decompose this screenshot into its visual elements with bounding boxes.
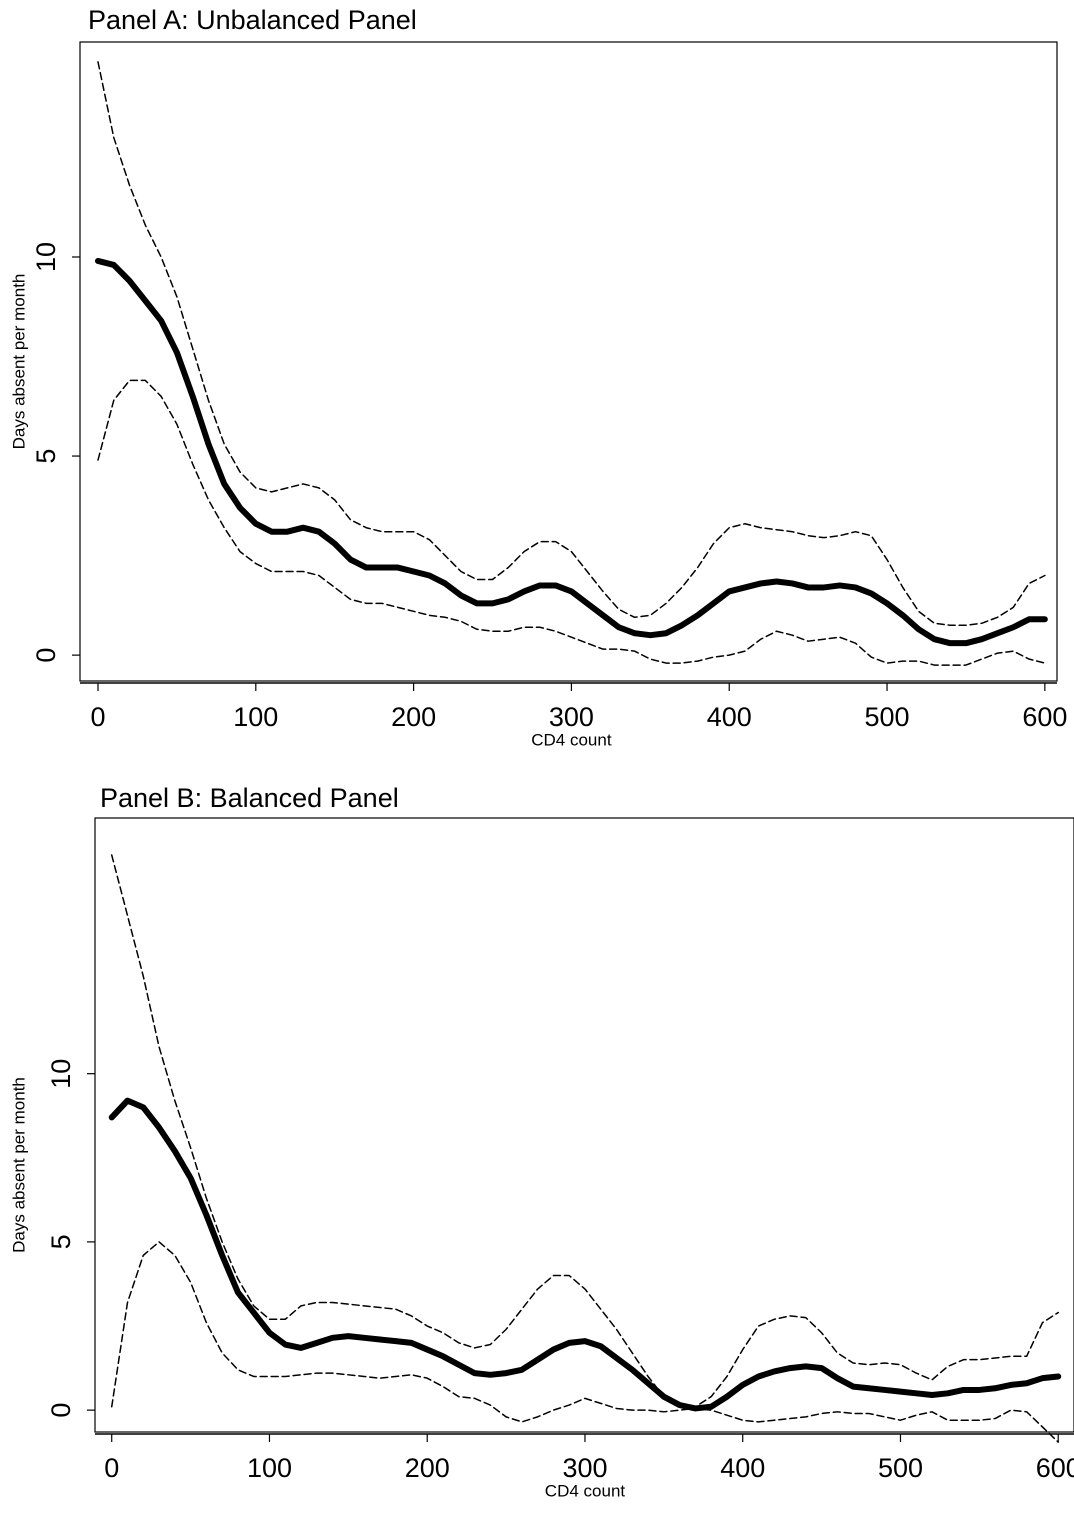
x-tick-label: 600: [1022, 702, 1067, 732]
y-tick-label: 0: [46, 1403, 76, 1418]
confidence-band: [110, 1241, 1059, 1443]
x-tick-label: 600: [1036, 1453, 1074, 1483]
panel-title: Panel B: Balanced Panel: [100, 783, 399, 813]
x-tick-label: 300: [549, 702, 594, 732]
y-axis-title: Days absent per month: [9, 1077, 28, 1253]
confidence-band: [97, 379, 1046, 666]
x-tick-label: 200: [405, 1453, 450, 1483]
fit-line: [108, 1097, 1062, 1412]
y-tick-label: 10: [46, 1059, 76, 1089]
x-axis-title: CD4 count: [545, 1481, 626, 1500]
x-tick-label: 100: [247, 1453, 292, 1483]
confidence-band: [97, 61, 1046, 627]
y-tick-label: 0: [31, 648, 61, 663]
x-tick-label: 0: [104, 1453, 119, 1483]
x-tick-label: 0: [90, 702, 105, 732]
fit-line: [94, 257, 1048, 647]
plot-frame: [94, 817, 1074, 1433]
x-tick-label: 400: [707, 702, 752, 732]
confidence-band: [110, 854, 1059, 1408]
panel-title: Panel A: Unbalanced Panel: [88, 5, 417, 35]
x-tick-label: 500: [865, 702, 910, 732]
y-tick-label: 5: [46, 1234, 76, 1249]
plot-frame: [79, 41, 1058, 682]
x-tick-label: 500: [878, 1453, 923, 1483]
x-tick-label: 100: [233, 702, 278, 732]
x-tick-label: 300: [562, 1453, 607, 1483]
x-axis-title: CD4 count: [531, 730, 612, 749]
x-tick-label: 400: [720, 1453, 765, 1483]
y-axis-title: Days absent per month: [9, 274, 28, 450]
y-tick-label: 5: [31, 449, 61, 464]
y-tick-label: 10: [31, 242, 61, 272]
x-tick-label: 200: [391, 702, 436, 732]
